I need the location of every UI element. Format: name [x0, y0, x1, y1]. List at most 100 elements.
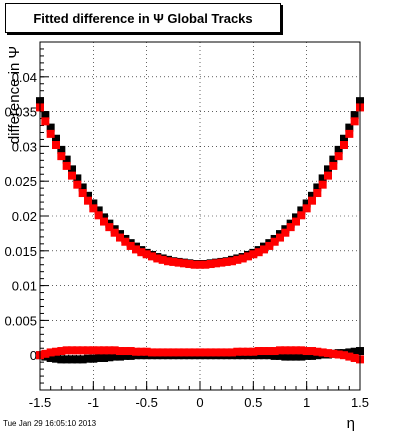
- data-point: [233, 255, 242, 264]
- data-point: [68, 165, 76, 174]
- data-point: [62, 346, 71, 355]
- y-tick-label: 0.025: [4, 174, 37, 189]
- data-point: [121, 237, 130, 246]
- data-point: [276, 233, 284, 242]
- data-point: [105, 223, 114, 232]
- data-point: [41, 117, 50, 126]
- data-point: [297, 206, 306, 215]
- data-point: [302, 204, 311, 213]
- y-tick-label: 0.01: [12, 279, 37, 294]
- x-tick-label: 0.5: [244, 395, 262, 410]
- data-point: [318, 180, 327, 189]
- data-point: [340, 141, 348, 150]
- x-tick-label: -1.5: [29, 395, 51, 410]
- data-point: [244, 347, 252, 356]
- data-point: [244, 252, 252, 261]
- data-point: [116, 233, 124, 242]
- data-point: [308, 191, 316, 200]
- data-point: [164, 348, 172, 357]
- data-point: [100, 346, 108, 355]
- data-point: [292, 346, 300, 355]
- data-point: [132, 245, 140, 254]
- data-point: [286, 223, 295, 232]
- data-point: [137, 248, 146, 257]
- data-point: [313, 189, 322, 198]
- x-tick-label: -1: [88, 395, 100, 410]
- data-point: [329, 155, 338, 164]
- data-point: [254, 351, 263, 360]
- data-point: [340, 351, 348, 360]
- y-axis-title: difference in Ψ: [6, 46, 23, 144]
- timestamp: Tue Jan 29 16:05:10 2013: [3, 419, 97, 428]
- data-point: [84, 346, 92, 355]
- data-point: [105, 353, 114, 362]
- data-point: [57, 152, 66, 161]
- data-point: [52, 354, 60, 363]
- data-point: [68, 346, 76, 355]
- data-point: [249, 347, 258, 356]
- data-point: [62, 161, 71, 170]
- y-tick-label: 0.04: [12, 70, 37, 85]
- data-point: [78, 355, 87, 364]
- data-point: [89, 204, 98, 213]
- data-point: [110, 228, 119, 237]
- data-point: [110, 352, 119, 361]
- data-point: [174, 258, 183, 267]
- data-point: [84, 191, 92, 200]
- data-point: [148, 348, 156, 357]
- data-point: [302, 351, 311, 360]
- data-point: [41, 349, 50, 358]
- data-point: [345, 123, 354, 132]
- data-point: [313, 183, 322, 192]
- data-point: [153, 348, 162, 357]
- data-point: [100, 217, 108, 226]
- data-point: [350, 111, 359, 120]
- y-tick-label: 0.03: [12, 139, 37, 154]
- data-point: [132, 347, 140, 356]
- data-point: [126, 241, 135, 250]
- data-point: [180, 348, 188, 357]
- data-point: [73, 174, 82, 183]
- data-point: [169, 257, 178, 266]
- data-point: [286, 346, 295, 355]
- data-point: [334, 152, 343, 161]
- x-axis-title: η: [347, 415, 355, 432]
- data-point: [260, 347, 268, 356]
- y-tick-label: 0.035: [4, 105, 37, 120]
- y-tick-label: 0.005: [4, 313, 37, 328]
- data-point: [196, 348, 204, 357]
- data-point: [89, 346, 98, 355]
- data-point: [324, 171, 332, 180]
- data-point: [217, 258, 226, 267]
- data-point: [62, 355, 71, 364]
- data-point: [222, 257, 231, 266]
- data-point: [260, 245, 268, 254]
- data-point: [281, 228, 290, 237]
- data-point: [94, 206, 103, 215]
- data-point: [148, 252, 156, 261]
- data-point: [73, 355, 82, 364]
- data-point: [190, 348, 199, 357]
- data-point: [276, 346, 284, 355]
- data-point: [206, 348, 215, 357]
- data-point: [116, 347, 124, 356]
- y-tick-label: 0.015: [4, 244, 37, 259]
- data-point: [308, 347, 316, 356]
- data-point: [121, 347, 130, 356]
- data-point: [190, 260, 199, 269]
- data-point: [270, 347, 279, 356]
- data-point: [292, 217, 300, 226]
- data-point: [110, 346, 119, 355]
- data-point: [308, 196, 316, 205]
- data-point: [180, 259, 188, 268]
- data-point: [212, 348, 220, 357]
- data-point: [286, 352, 295, 361]
- data-point: [142, 347, 151, 356]
- data-point: [116, 352, 124, 361]
- data-point: [254, 248, 263, 257]
- data-point: [100, 213, 108, 222]
- data-point: [121, 351, 130, 360]
- y-tick-label: 0: [30, 348, 37, 363]
